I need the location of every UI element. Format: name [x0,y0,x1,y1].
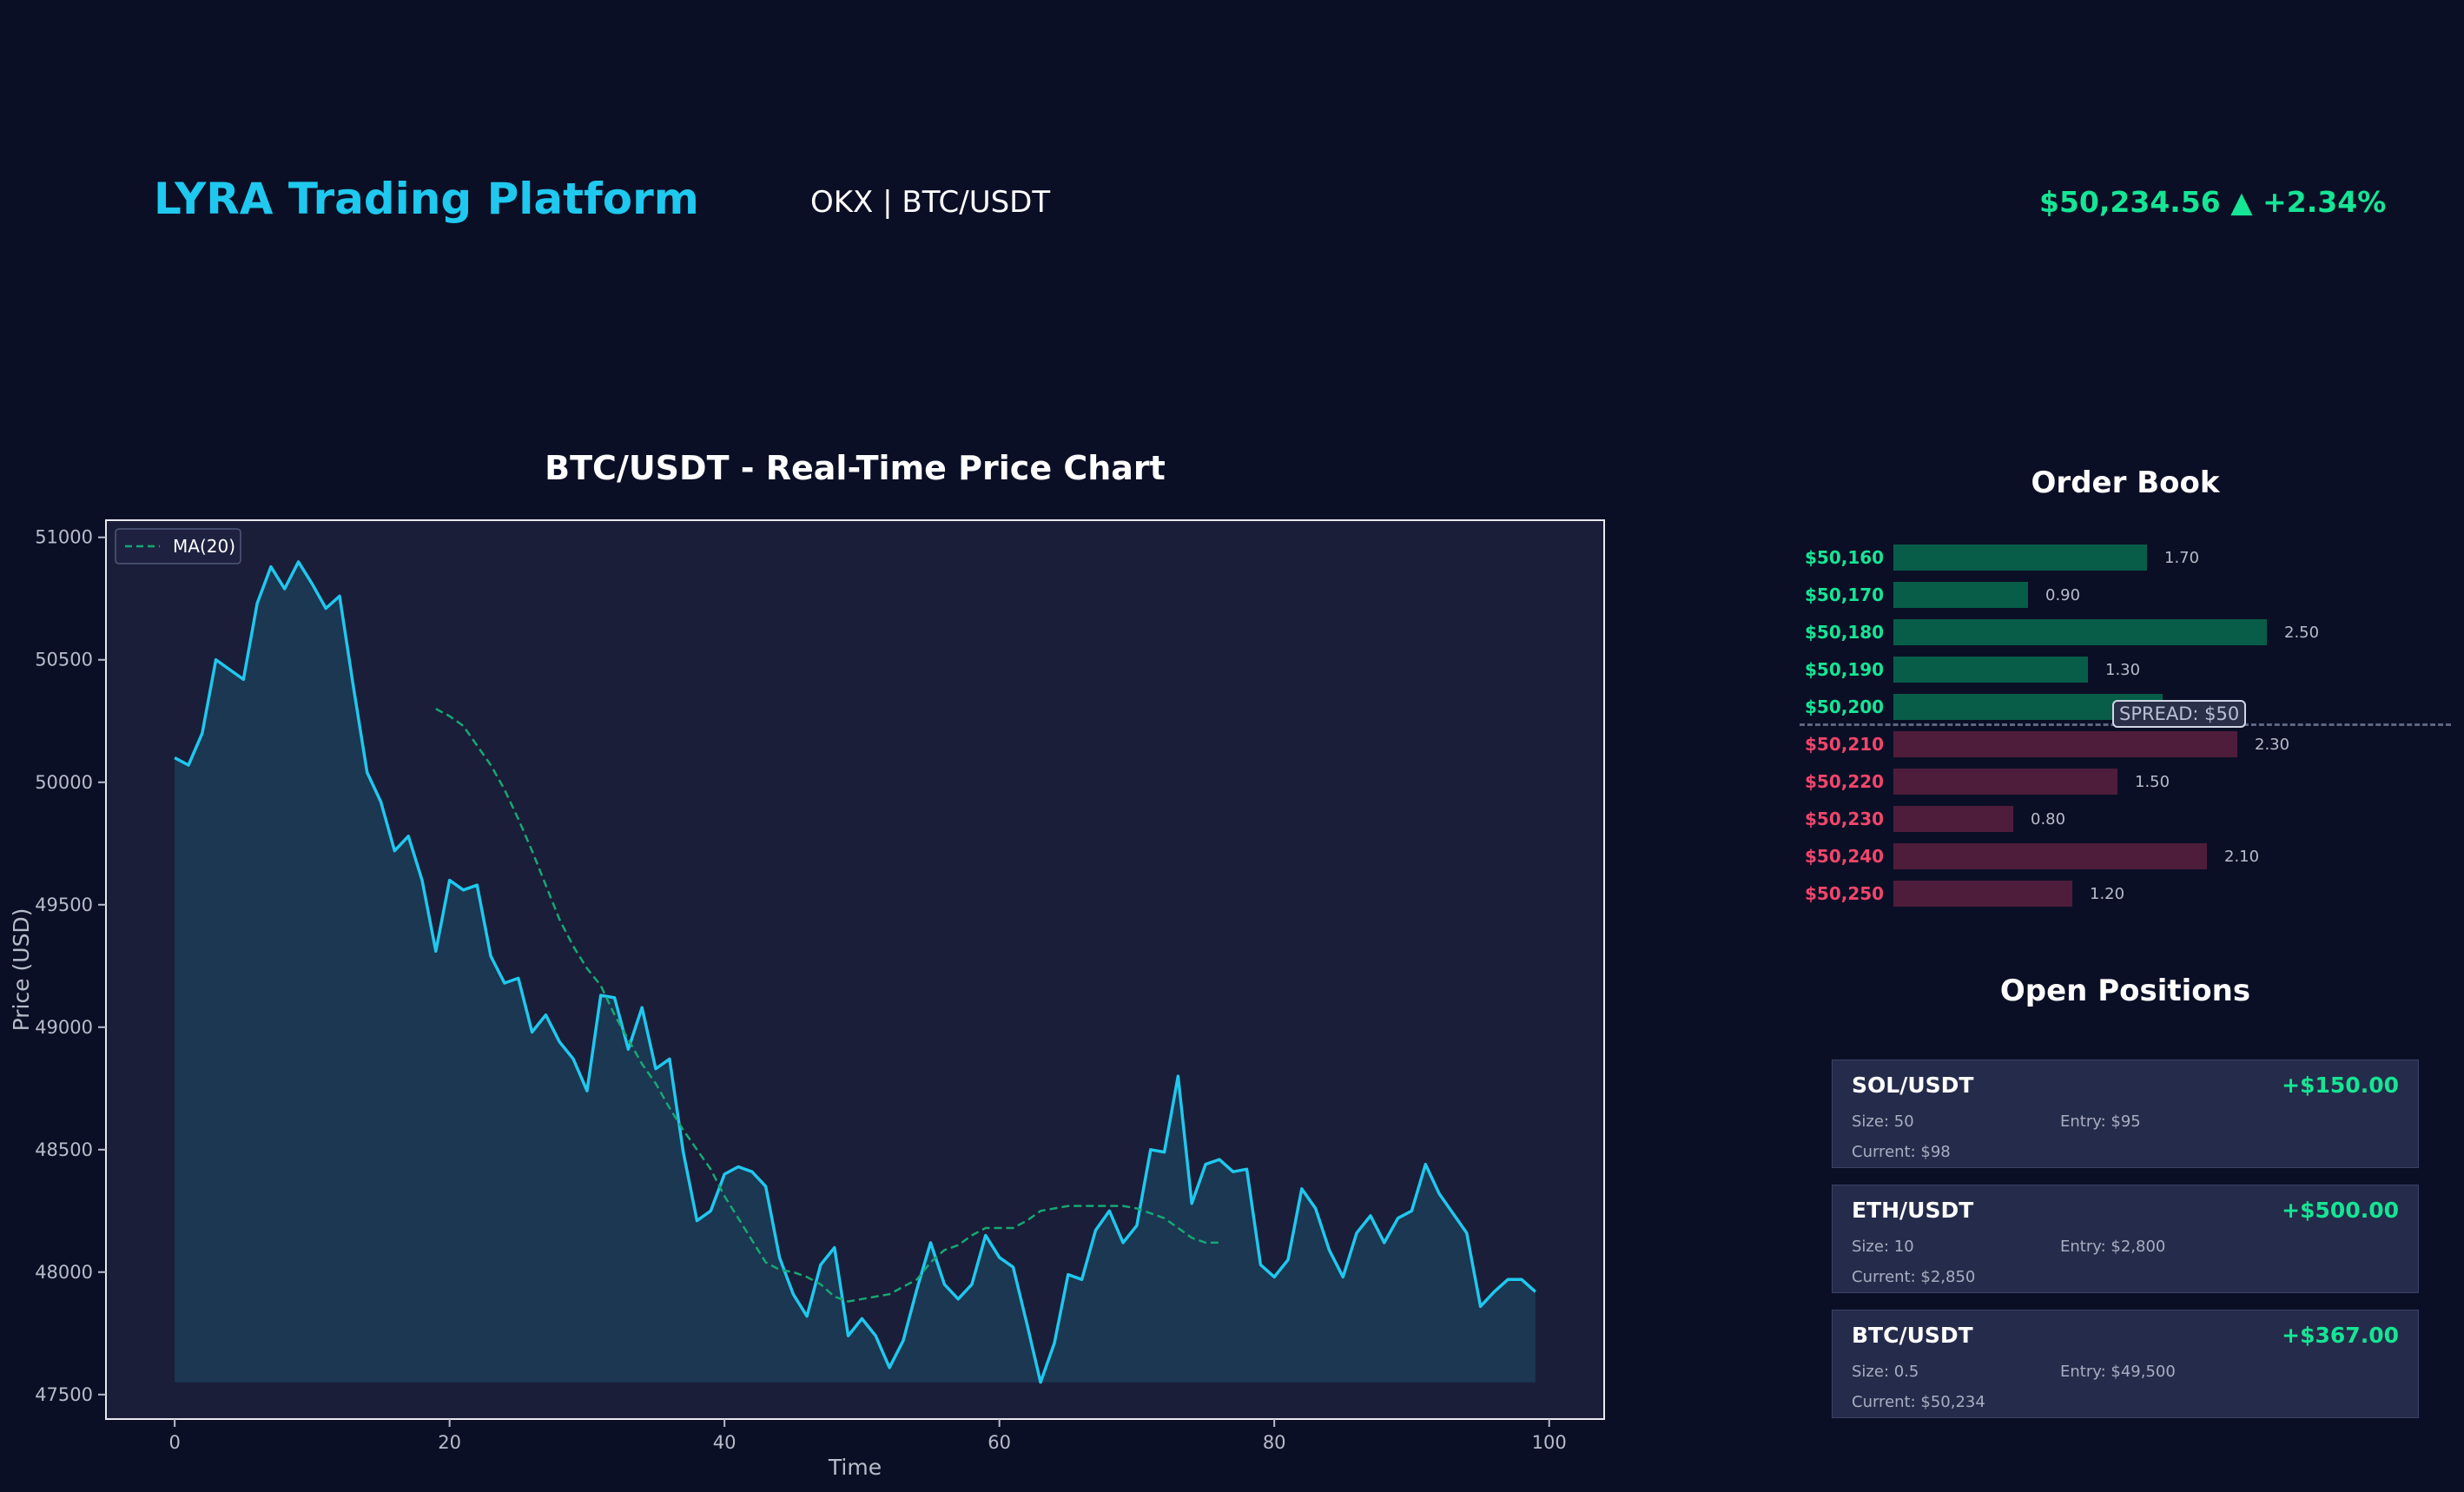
spread-label: SPREAD: $50 [2112,700,2247,728]
order-size: 0.80 [2031,810,2066,829]
order-size: 2.10 [2224,848,2260,866]
order-price: $50,180 [1805,622,1885,643]
position-symbol: SOL/USDT [1852,1073,1974,1098]
order-size: 1.70 [2164,549,2200,567]
order-size: 2.50 [2284,624,2320,642]
depth-bar [1893,769,2117,795]
order-size: 0.90 [2045,586,2081,604]
depth-bar [1893,731,2237,757]
order-price: $50,190 [1805,659,1885,680]
chart-title: BTC/USDT - Real-Time Price Chart [545,449,1166,487]
position-pnl: +$367.00 [2282,1323,2399,1348]
x-tick-label: 20 [438,1432,461,1453]
order-price: $50,160 [1805,547,1885,568]
position-card[interactable]: SOL/USDT +$150.00 Size: 50 Entry: $95 Curren… [1832,1060,2419,1168]
order-price: $50,240 [1805,846,1885,867]
order-price: $50,170 [1805,584,1885,605]
position-entry: Entry: $2,800 [2060,1238,2166,1256]
y-tick-label: 48000 [35,1262,93,1283]
order-price: $50,220 [1805,771,1885,792]
y-tick-label: 48500 [35,1139,93,1160]
order-price: $50,250 [1805,883,1885,904]
depth-bar [1893,582,2028,608]
order-size: 1.20 [2090,885,2125,903]
x-tick-label: 0 [168,1432,180,1453]
x-axis-label: Time [828,1455,882,1480]
x-tick-label: 40 [713,1432,737,1453]
price-line [174,560,1537,1384]
exchange-pair-label: OKX | BTC/USDT [810,185,1051,220]
position-size: Size: 50 [1852,1112,1914,1131]
depth-bar [1893,545,2147,571]
plot-area [106,520,1604,1419]
depth-bar [1893,619,2267,645]
position-pnl: +$500.00 [2282,1198,2399,1223]
position-entry: Entry: $49,500 [2060,1363,2176,1381]
y-tick-label: 50500 [35,650,93,670]
price-chart: 0 20 40 60 80 100 47500 48000 48500 49000 49500 500… [9,519,1605,1480]
position-current: Current: $50,234 [1852,1393,1985,1411]
price-area-fill [175,561,1536,1383]
y-axis-label: Price (USD) [9,908,34,1032]
plot-frame [105,519,1605,1420]
position-pnl: +$150.00 [2282,1073,2399,1098]
order-book-title: Order Book [2031,465,2220,500]
position-card[interactable]: ETH/USDT +$500.00 Size: 10 Entry: $2,800 Cur… [1832,1185,2419,1293]
order-size: 2.30 [2255,736,2290,754]
ma-line [435,708,1219,1303]
order-price: $50,210 [1805,734,1885,755]
depth-bar [1893,843,2207,869]
position-size: Size: 0.5 [1852,1363,1919,1381]
y-tick-label: 49500 [35,895,93,915]
position-size: Size: 10 [1852,1238,1914,1256]
order-price: $50,200 [1805,696,1885,717]
x-tick-label: 60 [988,1432,1011,1453]
position-symbol: ETH/USDT [1852,1198,1974,1223]
x-tick-label: 100 [1532,1432,1567,1453]
position-symbol: BTC/USDT [1852,1323,1973,1348]
order-price: $50,230 [1805,809,1885,829]
y-tick-label: 51000 [35,527,93,548]
app-title: LYRA Trading Platform [154,174,699,224]
x-tick-label: 80 [1263,1432,1286,1453]
legend-box [115,528,241,564]
legend-ma-label: MA(20) [173,536,235,557]
depth-bar [1893,657,2088,683]
order-size: 1.50 [2135,773,2170,791]
order-size: 1.30 [2105,661,2141,679]
position-card[interactable]: BTC/USDT +$367.00 Size: 0.5 Entry: $49,500 C… [1832,1310,2419,1418]
open-positions-title: Open Positions [1999,974,2251,1008]
depth-bar [1893,806,2013,832]
position-current: Current: $2,850 [1852,1268,1976,1286]
y-tick-label: 50000 [35,772,93,793]
depth-bar [1893,881,2072,907]
price-ticker: $50,234.56 ▲ +2.34% [2039,185,2387,219]
y-tick-label: 49000 [35,1017,93,1038]
y-tick-label: 47500 [35,1384,93,1405]
position-entry: Entry: $95 [2060,1112,2141,1131]
position-current: Current: $98 [1852,1143,1951,1161]
